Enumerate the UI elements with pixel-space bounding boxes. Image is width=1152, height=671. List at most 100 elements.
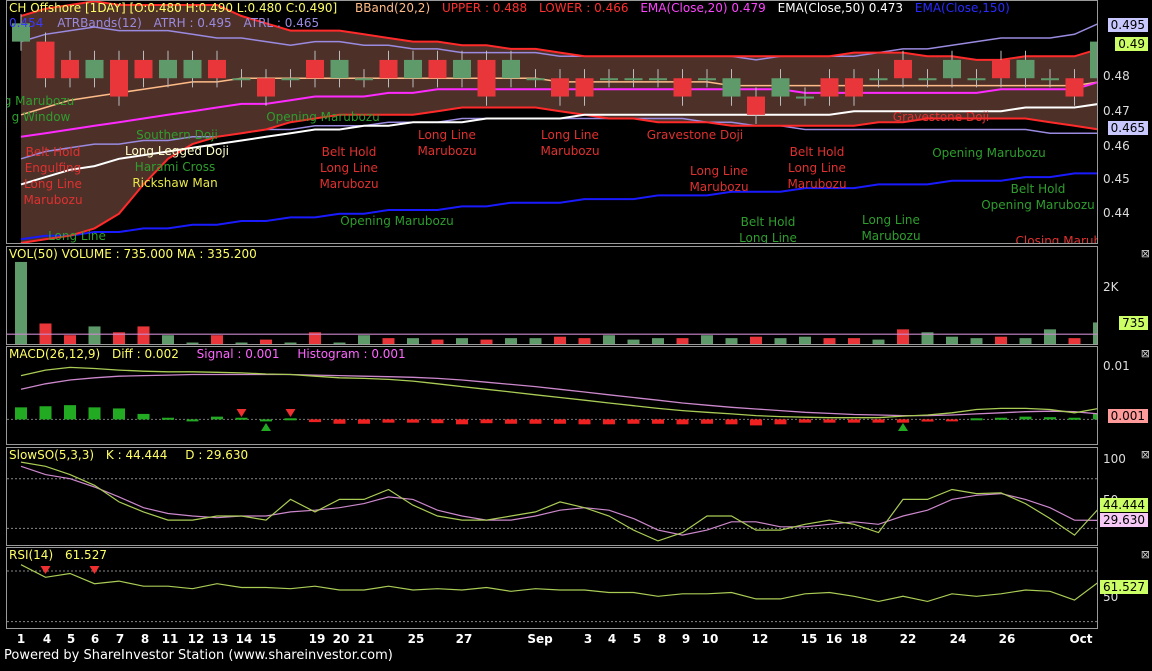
sell-arrow-icon bbox=[89, 566, 100, 574]
x-axis-label: 7 bbox=[115, 632, 125, 646]
macd-diff-line bbox=[20, 366, 1097, 419]
close-icon[interactable]: ⊠ bbox=[1140, 347, 1150, 360]
volume-bar-down bbox=[309, 332, 321, 344]
volume-bar-down bbox=[897, 329, 909, 344]
stoch-axis: ⊠ 100 50 44.444 29.630 bbox=[1097, 447, 1152, 545]
rsi-value: 61.527 bbox=[64, 548, 107, 562]
candle-down bbox=[551, 78, 569, 97]
stoch-k-tag: 44.444 bbox=[1100, 498, 1148, 512]
atrl-label: ATRL : 0.465 bbox=[243, 16, 320, 30]
macd-histogram-bar bbox=[897, 419, 909, 423]
volume-bar-down bbox=[1068, 338, 1081, 344]
volume-bar-up bbox=[701, 335, 713, 344]
candle-down bbox=[428, 59, 447, 79]
stoch-tick: 100 bbox=[1103, 452, 1126, 466]
candle-up bbox=[943, 59, 961, 79]
volume-bar-up bbox=[88, 326, 101, 344]
stoch-d: D : 29.630 bbox=[185, 448, 249, 462]
volume-bar-up bbox=[505, 338, 517, 344]
x-axis-label: 13 bbox=[211, 632, 229, 646]
close-icon[interactable]: ⊠ bbox=[1140, 548, 1150, 561]
candle-down bbox=[747, 96, 765, 115]
volume-tick: 2K bbox=[1103, 280, 1119, 294]
x-axis-label: 6 bbox=[90, 632, 100, 646]
close-icon[interactable]: ⊠ bbox=[1140, 448, 1150, 461]
candle-up bbox=[12, 23, 30, 42]
macd-histogram-bar bbox=[235, 417, 248, 420]
candle-down bbox=[894, 59, 912, 79]
volume-chart bbox=[7, 261, 1097, 344]
macd-panel[interactable]: MACD(26,12,9) Diff : 0.002 Signal : 0.00… bbox=[6, 346, 1098, 445]
macd-histogram-bar bbox=[970, 418, 983, 421]
macd-diff: Diff : 0.002 bbox=[111, 347, 179, 361]
pattern-annotation: Opening Marubozu bbox=[266, 110, 380, 124]
x-axis-label: 18 bbox=[850, 632, 868, 646]
atr-high-line bbox=[20, 23, 1097, 61]
x-axis-label: 15 bbox=[800, 632, 818, 646]
x-axis-label: 20 bbox=[332, 632, 350, 646]
macd-histogram-bar bbox=[88, 407, 101, 420]
pattern-annotation: Belt Hold Long Line bbox=[739, 215, 797, 244]
macd-histogram-bar bbox=[774, 419, 787, 425]
candle-up bbox=[722, 78, 741, 97]
rsi-line bbox=[20, 564, 1097, 603]
macd-histogram-bar bbox=[382, 419, 395, 423]
pattern-annotation: Long Line Marubozu bbox=[689, 164, 749, 194]
volume-bar-up bbox=[1019, 338, 1032, 344]
volume-bar-up bbox=[872, 339, 885, 344]
price-header: CH Offshore [1DAY] [O:0.480 H:0.490 L:0.… bbox=[9, 1, 1010, 15]
price-tick: 0.45 bbox=[1103, 172, 1130, 186]
price-panel[interactable]: CH Offshore [1DAY] [O:0.480 H:0.490 L:0.… bbox=[6, 0, 1098, 244]
volume-bar-up bbox=[799, 336, 811, 344]
candle-down bbox=[820, 78, 839, 97]
pattern-annotation: Belt Hold Opening Marubozu bbox=[981, 182, 1095, 212]
ema50-label: EMA(Close,50) 0.473 bbox=[777, 1, 904, 15]
macd-histogram-bar bbox=[358, 419, 370, 424]
stoch-header: SlowSO(5,3,3) K : 44.444 D : 29.630 bbox=[9, 448, 248, 462]
candle-up bbox=[159, 59, 177, 79]
pattern-annotation: Long Line Marubozu bbox=[861, 213, 921, 243]
macd-histogram-bar bbox=[186, 419, 199, 422]
candle-up bbox=[967, 78, 986, 81]
pattern-annotation: g Marubozu bbox=[6, 94, 75, 108]
candle-up bbox=[918, 78, 937, 81]
macd-histogram-bar bbox=[431, 419, 444, 424]
pattern-annotation: Opening Marubozu bbox=[932, 146, 1046, 160]
volume-bar-down bbox=[676, 338, 689, 344]
stoch-panel[interactable]: SlowSO(5,3,3) K : 44.444 D : 29.630 bbox=[6, 447, 1098, 546]
volume-bar-up bbox=[1093, 322, 1097, 344]
macd-histogram: Histogram : 0.001 bbox=[297, 347, 406, 361]
x-axis-label: 8 bbox=[140, 632, 150, 646]
x-axis-label: 11 bbox=[161, 632, 179, 646]
bb-lower-line bbox=[20, 106, 1097, 243]
candle-down bbox=[673, 78, 692, 97]
candle-up bbox=[771, 78, 790, 97]
x-axis-label: 10 bbox=[701, 632, 719, 646]
macd-histogram-bar bbox=[627, 419, 640, 424]
x-axis-label: 26 bbox=[998, 632, 1016, 646]
candle-up bbox=[85, 59, 104, 79]
volume-bar-down bbox=[113, 332, 125, 344]
macd-histogram-bar bbox=[921, 419, 934, 422]
x-axis-label: 27 bbox=[455, 632, 473, 646]
macd-histogram-bar bbox=[64, 405, 76, 420]
candle-up bbox=[453, 59, 471, 79]
macd-tick: 0.01 bbox=[1103, 359, 1130, 373]
candle-down bbox=[257, 78, 275, 97]
volume-bar-up bbox=[774, 338, 787, 344]
pattern-annotation: Gravestone Doji bbox=[892, 110, 990, 124]
rsi-panel[interactable]: RSI(14) 61.527 bbox=[6, 547, 1098, 629]
price-tick: 0.47 bbox=[1103, 104, 1130, 118]
volume-bar-down bbox=[554, 336, 566, 344]
x-axis-label: 22 bbox=[899, 632, 917, 646]
atrbands-label: ATRBands(12) bbox=[57, 16, 142, 30]
volume-bar-up bbox=[407, 338, 419, 344]
volume-panel[interactable]: VOL(50) VOLUME : 735.000 MA : 335.200 bbox=[6, 246, 1098, 345]
x-axis-label: 4 bbox=[42, 632, 52, 646]
close-icon[interactable]: ⊠ bbox=[1140, 247, 1150, 260]
candle-up bbox=[698, 78, 716, 81]
macd-histogram-bar bbox=[946, 419, 958, 422]
candle-up bbox=[796, 96, 814, 99]
pattern-annotation: Closing Marubo bbox=[1015, 234, 1097, 244]
stoch-chart bbox=[7, 461, 1097, 542]
